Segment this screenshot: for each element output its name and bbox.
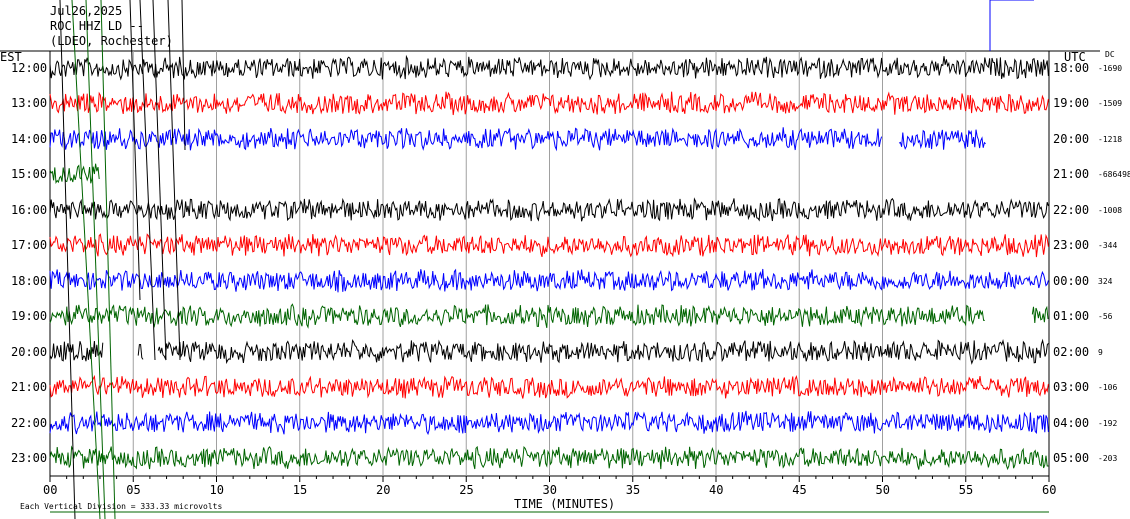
drift-line bbox=[181, 0, 186, 151]
est-hour-label: 19:00 bbox=[11, 309, 48, 324]
x-tick-label: 15 bbox=[292, 483, 308, 497]
trace-1600 bbox=[49, 197, 1049, 222]
drift-line bbox=[59, 0, 76, 519]
record-date: Jul26,2025 bbox=[50, 4, 123, 18]
dc-offset-label: -1008 bbox=[1098, 205, 1123, 215]
dc-offset-label: -344 bbox=[1098, 241, 1118, 251]
trace-2200 bbox=[49, 410, 1049, 436]
est-hour-label: 23:00 bbox=[11, 450, 48, 465]
trace-1700 bbox=[49, 233, 1049, 258]
dc-header: DC bbox=[1105, 50, 1115, 59]
trace-1500 bbox=[49, 163, 100, 185]
utc-hour-label: 00:00 bbox=[1053, 273, 1090, 288]
trace-1300 bbox=[49, 91, 1049, 116]
x-tick-label: 30 bbox=[542, 483, 557, 497]
utc-hour-label: 21:00 bbox=[1053, 167, 1090, 182]
x-tick-label: 45 bbox=[792, 483, 807, 497]
dc-offset-label: -203 bbox=[1098, 453, 1118, 463]
x-axis-title: TIME (MINUTES) bbox=[514, 497, 616, 511]
dc-offset-label: -1218 bbox=[1098, 134, 1123, 144]
utc-hour-label: 18:00 bbox=[1053, 61, 1090, 75]
dc-offset-label: -192 bbox=[1098, 418, 1118, 428]
drift-line bbox=[71, 0, 101, 519]
est-hour-label: 17:00 bbox=[11, 238, 48, 253]
dc-offset-label: -106 bbox=[1098, 383, 1118, 393]
trace-1400 bbox=[898, 129, 986, 150]
utc-hour-label: 22:00 bbox=[1053, 202, 1090, 217]
dc-offset-label: -6864980 bbox=[1098, 170, 1130, 180]
drift-line bbox=[139, 0, 156, 361]
trace-1900 bbox=[1031, 305, 1049, 324]
dc-offset-label: 324 bbox=[1098, 276, 1113, 286]
trace-1800 bbox=[49, 268, 1049, 293]
est-hour-label: 18:00 bbox=[11, 273, 48, 288]
dc-offset-label: 9 bbox=[1098, 347, 1103, 357]
time-marker bbox=[989, 0, 1034, 51]
trace-2000 bbox=[49, 341, 104, 362]
x-tick-label: 10 bbox=[209, 483, 224, 497]
scale-note: Each Vertical Division = 333.33 microvol… bbox=[20, 502, 223, 511]
trace-2000 bbox=[137, 343, 144, 360]
utc-hour-label: 01:00 bbox=[1053, 309, 1090, 324]
trace-2300 bbox=[49, 445, 1049, 471]
trace-2100 bbox=[49, 374, 1049, 399]
drift-line bbox=[167, 0, 181, 361]
drift-line bbox=[152, 0, 167, 361]
utc-hour-label: 05:00 bbox=[1053, 450, 1090, 465]
trace-1900 bbox=[49, 303, 985, 329]
est-hour-label: 12:00 bbox=[11, 61, 48, 75]
x-tick-label: 55 bbox=[958, 483, 974, 497]
x-tick-label: 25 bbox=[459, 483, 474, 497]
utc-hour-label: 19:00 bbox=[1053, 96, 1090, 111]
network-name: (LDEO, Rochester) bbox=[50, 34, 173, 48]
dc-offset-label: -56 bbox=[1098, 312, 1113, 322]
dc-offset-label: -1509 bbox=[1098, 99, 1123, 109]
drift-line bbox=[129, 0, 141, 301]
est-hour-label: 16:00 bbox=[11, 202, 48, 217]
est-hour-label: 14:00 bbox=[11, 131, 48, 146]
utc-hour-label: 03:00 bbox=[1053, 380, 1090, 395]
drift-line bbox=[100, 0, 116, 519]
trace-1200 bbox=[49, 54, 1049, 81]
right-timezone: UTC bbox=[1064, 50, 1086, 64]
utc-hour-label: 02:00 bbox=[1053, 344, 1090, 359]
utc-hour-label: 20:00 bbox=[1053, 131, 1090, 146]
station-code: ROC HHZ LD -- bbox=[50, 19, 144, 33]
trace-2000 bbox=[157, 338, 1049, 365]
utc-hour-label: 23:00 bbox=[1053, 238, 1090, 253]
est-hour-label: 21:00 bbox=[11, 380, 48, 395]
x-tick-label: 50 bbox=[875, 483, 890, 497]
est-hour-label: 15:00 bbox=[11, 167, 48, 182]
drift-line bbox=[85, 0, 106, 519]
x-tick-label: 35 bbox=[625, 483, 641, 497]
dc-offset-label: -1690 bbox=[1098, 64, 1123, 73]
x-tick-label: 05 bbox=[126, 483, 141, 497]
x-tick-label: 60 bbox=[1042, 483, 1057, 497]
est-hour-label: 20:00 bbox=[11, 344, 48, 359]
est-hour-label: 22:00 bbox=[11, 415, 48, 430]
x-tick-label: 20 bbox=[376, 483, 391, 497]
x-tick-label: 40 bbox=[709, 483, 724, 497]
left-timezone: EST bbox=[0, 50, 22, 64]
trace-1400 bbox=[49, 127, 883, 152]
utc-hour-label: 04:00 bbox=[1053, 415, 1090, 430]
x-tick-label: 00 bbox=[43, 483, 58, 497]
est-hour-label: 13:00 bbox=[11, 96, 48, 111]
